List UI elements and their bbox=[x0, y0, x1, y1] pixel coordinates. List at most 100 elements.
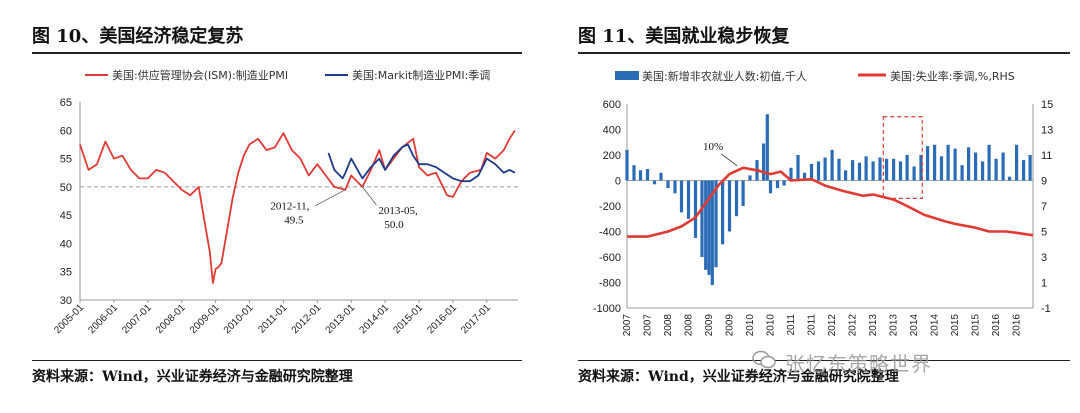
payroll-bar bbox=[1028, 155, 1032, 181]
payroll-bar bbox=[898, 161, 903, 181]
payroll-bar bbox=[693, 180, 698, 238]
right-figure: 图 11、美国就业稳步恢复 美国:新增非农就业人数:初值,千人 美国:失业率:季调… bbox=[540, 0, 1080, 413]
legend-label-unemployment: 美国:失业率:季调,%,RHS bbox=[890, 69, 1015, 83]
right-source-rule bbox=[578, 360, 1070, 361]
y-tick-label-left: 400 bbox=[603, 125, 621, 137]
y-tick-label-right: 5 bbox=[1041, 227, 1047, 239]
y-tick-label: 30 bbox=[60, 295, 72, 307]
x-tick-label: 2016-01 bbox=[425, 302, 459, 336]
x-tick-label: 2008-01 bbox=[154, 302, 188, 336]
payroll-bar bbox=[775, 180, 780, 189]
payroll-bar bbox=[765, 114, 769, 181]
payroll-bar bbox=[768, 180, 773, 194]
payroll-bar bbox=[673, 180, 677, 194]
x-tick-label: 2014 bbox=[909, 314, 920, 337]
right-title-rule bbox=[578, 52, 1070, 54]
y-tick-label: 60 bbox=[60, 125, 72, 137]
payroll-bar bbox=[796, 155, 800, 181]
y-tick-label: 40 bbox=[60, 238, 72, 250]
payroll-bar bbox=[666, 180, 670, 189]
y-tick-label-right: 9 bbox=[1041, 176, 1047, 188]
y-tick-label-left: 0 bbox=[615, 176, 621, 188]
payroll-bar bbox=[905, 155, 909, 181]
x-tick-label: 2014 bbox=[930, 314, 941, 337]
y-tick-label-left: -800 bbox=[599, 278, 621, 290]
left-figure-title: 图 10、美国经济稳定复苏 bbox=[32, 26, 244, 47]
annotation-label: 49.5 bbox=[284, 215, 304, 227]
payroll-bar bbox=[844, 170, 848, 181]
payroll-bar bbox=[939, 156, 944, 181]
x-tick-label: 2015-01 bbox=[391, 302, 425, 336]
payroll-bar bbox=[782, 180, 786, 186]
payroll-bar bbox=[721, 180, 725, 245]
payroll-bar bbox=[803, 172, 807, 181]
x-tick-label: 2011-01 bbox=[256, 302, 290, 336]
payroll-bar bbox=[686, 180, 691, 219]
y-tick-label-left: 200 bbox=[603, 150, 621, 162]
y-tick-label-right: 15 bbox=[1041, 99, 1053, 111]
payroll-bar bbox=[625, 149, 629, 181]
x-tick-label: 2009 bbox=[704, 314, 715, 337]
payroll-bar bbox=[967, 147, 971, 181]
payroll-bar bbox=[816, 161, 821, 181]
x-tick-label: 2010 bbox=[766, 314, 777, 337]
payroll-bar bbox=[710, 180, 714, 286]
payroll-bar bbox=[823, 157, 827, 181]
payroll-bar bbox=[933, 144, 937, 181]
payroll-bar bbox=[632, 165, 636, 181]
payroll-bar bbox=[659, 172, 663, 181]
x-tick-label: 2005-01 bbox=[52, 302, 86, 336]
x-tick-label: 2007 bbox=[622, 314, 633, 337]
payroll-bar bbox=[652, 180, 657, 185]
payroll-bar bbox=[727, 180, 732, 232]
x-tick-label: 2011 bbox=[807, 314, 818, 336]
y-tick-label: 45 bbox=[60, 210, 72, 222]
x-tick-label: 2008 bbox=[663, 314, 674, 337]
payroll-bar bbox=[885, 158, 889, 181]
payroll-bar bbox=[714, 180, 718, 268]
annotation-pointer bbox=[720, 153, 738, 167]
x-tick-label: 2016 bbox=[1012, 314, 1023, 337]
y-tick-label: 50 bbox=[60, 182, 72, 194]
left-source-note: 资料来源：Wind，兴业证券经济与金融研究院整理 bbox=[32, 369, 353, 385]
annotation-label: 2012-11, bbox=[270, 201, 309, 213]
payroll-bar bbox=[981, 161, 985, 181]
right-chart: 美国:新增非农就业人数:初值,千人 美国:失业率:季调,%,RHS -1000 -80… bbox=[593, 69, 1053, 337]
payroll-bar bbox=[679, 180, 684, 213]
x-tick-label: 2013-01 bbox=[324, 302, 358, 336]
payroll-bar bbox=[953, 148, 957, 181]
x-tick-label: 2009-01 bbox=[188, 302, 222, 336]
x-tick-label: 2009 bbox=[725, 314, 736, 337]
y-tick-label-left: -1000 bbox=[593, 303, 621, 315]
y-tick-label-right: -1 bbox=[1041, 303, 1051, 315]
x-tick-label: 2012-01 bbox=[290, 302, 324, 336]
left-title-rule bbox=[32, 52, 522, 54]
x-tick-label: 2013 bbox=[868, 314, 879, 337]
series-line-markit bbox=[327, 143, 516, 183]
x-tick-label: 2013 bbox=[889, 314, 900, 337]
series-line-ism bbox=[79, 129, 516, 284]
y-tick-label-left: -600 bbox=[599, 252, 621, 264]
payroll-bar bbox=[919, 155, 923, 181]
payroll-bar bbox=[946, 144, 950, 181]
left-figure: 图 10、美国经济稳定复苏 美国:供应管理协会(ISM):制造业PMI 美国:Ma… bbox=[32, 26, 522, 385]
y-tick-label-left: -200 bbox=[599, 201, 621, 213]
x-tick-label: 2008 bbox=[684, 314, 695, 337]
x-tick-label: 2014-01 bbox=[357, 302, 391, 336]
payroll-bar bbox=[1022, 160, 1026, 181]
x-tick-label: 2015 bbox=[971, 314, 982, 337]
payroll-bar bbox=[830, 149, 834, 181]
legend-label-markit: 美国:Markit制造业PMI:季调 bbox=[352, 68, 490, 82]
x-tick-label: 2006-01 bbox=[86, 302, 120, 336]
annotation-pointer bbox=[362, 186, 377, 206]
payroll-bar bbox=[878, 157, 882, 181]
watermark-text: 张忆东策略世界 bbox=[785, 352, 932, 376]
payroll-bar bbox=[748, 175, 752, 181]
y-tick-label-left: 600 bbox=[603, 99, 621, 111]
payroll-bar bbox=[645, 169, 650, 181]
y-tick-label-right: 11 bbox=[1041, 150, 1052, 162]
payroll-bar bbox=[864, 156, 868, 181]
annotation-label: 50.0 bbox=[384, 219, 404, 231]
payroll-bar bbox=[912, 166, 916, 181]
y-tick-label-right: 1 bbox=[1041, 278, 1047, 290]
